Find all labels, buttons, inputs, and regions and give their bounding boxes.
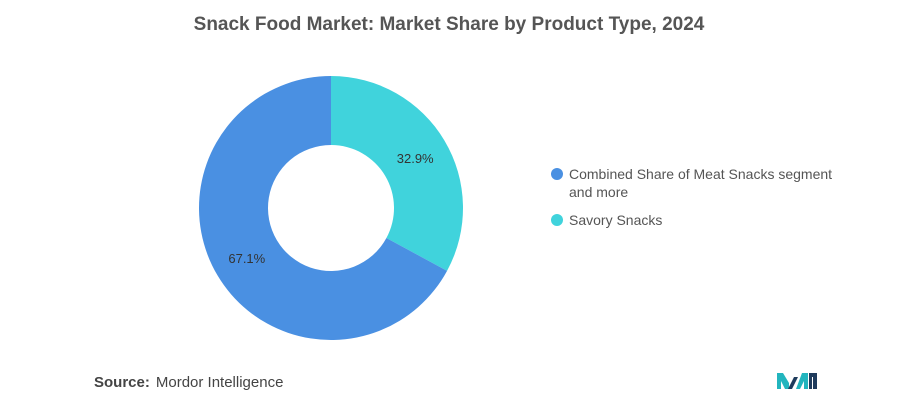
donut-slice-labels: 32.9% 67.1%	[228, 151, 434, 266]
legend-swatch-meat-snacks	[551, 168, 563, 180]
slice-label-meat-snacks: 67.1%	[228, 251, 265, 266]
legend-label-savory-snacks: Savory Snacks	[569, 212, 663, 228]
donut-slices	[199, 76, 463, 340]
slice-savory-snacks[interactable]	[331, 76, 463, 271]
chart-title: Snack Food Market: Market Share by Produ…	[193, 14, 705, 35]
source-note: Source: Mordor Intelligence	[94, 374, 283, 391]
chart-legend: Combined Share of Meat Snacks segment an…	[551, 165, 871, 239]
source-label: Source:	[94, 374, 150, 391]
slice-meat-snacks[interactable]	[199, 76, 448, 340]
legend-item-savory-snacks[interactable]: Savory Snacks	[551, 211, 871, 229]
mordor-intelligence-logo-icon	[777, 373, 817, 389]
legend-item-meat-snacks[interactable]: Combined Share of Meat Snacks segment an…	[551, 165, 871, 201]
legend-swatch-savory-snacks	[551, 214, 563, 226]
slice-label-savory-snacks: 32.9%	[397, 151, 434, 166]
source-value: Mordor Intelligence	[155, 374, 284, 391]
legend-label-meat-snacks: Combined Share of Meat Snacks segment an…	[569, 166, 833, 200]
